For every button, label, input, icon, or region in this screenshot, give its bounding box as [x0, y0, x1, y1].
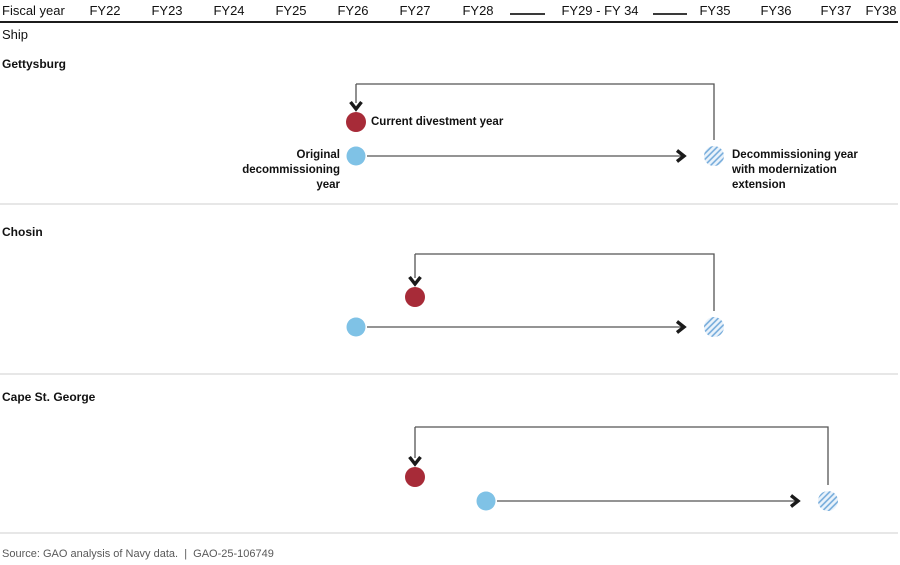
legend-current-divestment: Current divestment year — [371, 116, 504, 128]
axis-range-dash-right — [653, 13, 687, 15]
right-arrow-head — [675, 320, 687, 334]
right-arrow-head — [675, 149, 687, 163]
current-divestment-marker — [346, 112, 366, 132]
modernization-extension-marker — [704, 146, 724, 166]
original-decommissioning-marker — [476, 491, 496, 511]
axis-tick: FY37 — [820, 3, 852, 18]
axis-tick: FY25 — [275, 3, 307, 18]
axis-tick: FY23 — [151, 3, 183, 18]
modernization-extension-marker — [704, 317, 724, 337]
axis-tick: FY22 — [89, 3, 121, 18]
header-rule — [0, 21, 898, 23]
axis-tick: FY28 — [462, 3, 494, 18]
legend-original-decommissioning: Original decommissioning year — [242, 149, 340, 191]
current-divestment-marker — [405, 467, 425, 487]
axis-range-dash-left — [510, 13, 545, 15]
fiscal-year-axis-title: Fiscal year — [2, 3, 65, 18]
axis-tick: FY38 — [865, 3, 897, 18]
axis-tick: FY27 — [399, 3, 431, 18]
ship-label-gettysburg: Gettysburg — [2, 57, 67, 71]
original-decommissioning-marker — [346, 317, 366, 337]
extension-bracket — [415, 253, 715, 311]
legend-modernization-extension: Decommissioning year with modernization … — [732, 149, 858, 191]
down-arrow-head — [408, 275, 422, 287]
axis-tick: FY36 — [760, 3, 792, 18]
ship-label-cape-st-george: Cape St. George — [2, 390, 96, 404]
down-arrow-head — [349, 100, 363, 112]
axis-tick: FY29 - FY 34 — [561, 3, 639, 18]
ship-column-label: Ship — [2, 27, 29, 42]
original-decommissioning-marker — [346, 146, 366, 166]
axis-tick: FY26 — [337, 3, 369, 18]
right-arrow-head — [789, 494, 801, 508]
source-note: Source: GAO analysis of Navy data. | GAO… — [2, 548, 274, 560]
down-arrow-head — [408, 455, 422, 467]
modernization-extension-marker — [818, 491, 838, 511]
axis-tick: FY24 — [213, 3, 245, 18]
ship-label-chosin: Chosin — [2, 225, 43, 239]
axis-tick: FY35 — [699, 3, 731, 18]
extension-bracket — [415, 426, 829, 485]
current-divestment-marker — [405, 287, 425, 307]
extension-bracket — [356, 83, 715, 140]
